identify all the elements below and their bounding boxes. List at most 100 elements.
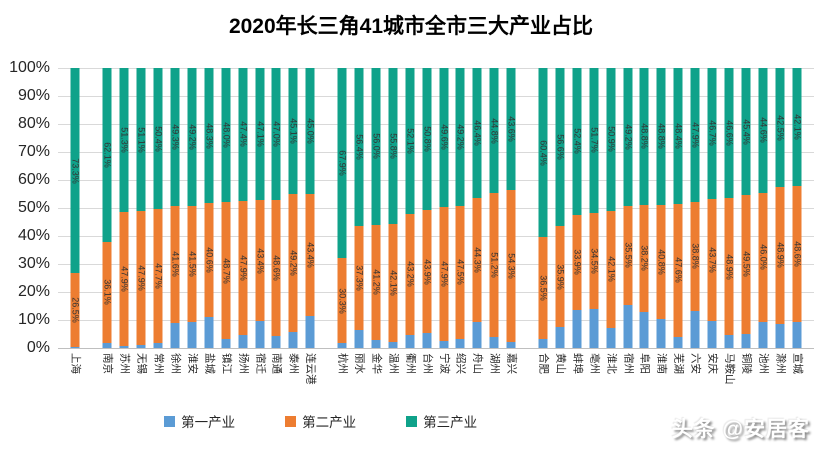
- x-axis-city-label: 芜湖: [672, 353, 685, 374]
- stacked-bar: [405, 68, 415, 348]
- bar-segment-tertiary: [439, 68, 449, 207]
- x-axis-city-label: 南通: [270, 353, 283, 374]
- bar-segment-tertiary: [371, 68, 381, 225]
- bar-segment-secondary: [187, 205, 197, 322]
- legend-label: 第一产业: [181, 415, 236, 430]
- stacked-bar: [589, 68, 599, 348]
- secondary-value-label: 47.9%: [439, 261, 450, 287]
- secondary-value-label: 47.6%: [673, 257, 684, 283]
- legend-swatch-icon: [285, 415, 297, 427]
- bar-segment-primary: [153, 342, 163, 348]
- secondary-value-label: 40.6%: [204, 247, 215, 273]
- tertiary-value-label: 49.3%: [170, 124, 181, 150]
- stacked-bar: [238, 68, 248, 348]
- x-axis-city-label: 无锡: [135, 353, 148, 374]
- bar-group: 67.9% 30.3% 杭州 56.4% 37.3% 丽水 56.0% 41.2% 金华 55.8…: [334, 68, 520, 374]
- bar-segment-tertiary: [354, 68, 364, 226]
- bar-segment-tertiary: [707, 68, 717, 199]
- bar-group: 62.1% 36.1% 南京 51.3% 47.9% 苏州 51.1% 47.9% 无锡 50.4…: [99, 68, 319, 385]
- bar-column: 46.6% 48.9% 马鞍山: [721, 68, 738, 385]
- bar-column: 56.0% 41.2% 金华: [367, 68, 384, 374]
- tertiary-value-label: 50.8%: [422, 126, 433, 152]
- tertiary-value-label: 42.5%: [775, 114, 786, 141]
- x-axis-city-label: 温州: [387, 353, 400, 374]
- tertiary-value-label: 45.0%: [305, 118, 316, 144]
- bar-segment-tertiary: [305, 68, 315, 194]
- legend-item: 第二产业: [285, 411, 356, 431]
- tertiary-value-label: 67.9%: [337, 150, 348, 176]
- bar-column: 60.4% 36.5% 合肥: [535, 68, 552, 374]
- gridline: [58, 236, 814, 237]
- bar-segment-secondary: [455, 205, 465, 339]
- x-axis-city-label: 杭州: [336, 353, 349, 374]
- legend-label: 第二产业: [302, 415, 357, 430]
- bar-segment-tertiary: [422, 68, 432, 211]
- x-axis-city-label: 徐州: [169, 353, 182, 374]
- x-axis-city-label: 扬州: [236, 353, 249, 374]
- bar-segment-secondary: [422, 210, 432, 334]
- bar-column: 51.1% 47.9% 无锡: [133, 68, 150, 374]
- tertiary-value-label: 45.4%: [741, 118, 752, 145]
- bar-segment-primary: [555, 326, 565, 348]
- secondary-value-label: 43.4%: [255, 247, 266, 274]
- tertiary-value-label: 48.8%: [656, 123, 667, 150]
- tertiary-value-label: 50.4%: [153, 125, 164, 152]
- secondary-value-label: 47.7%: [153, 263, 164, 289]
- gridline: [58, 348, 814, 349]
- bar-segment-tertiary: [102, 68, 112, 242]
- x-axis-city-label: 宁波: [437, 353, 450, 374]
- stacked-bar: [724, 68, 734, 348]
- secondary-value-label: 48.9%: [775, 242, 786, 269]
- bar-segment-tertiary: [555, 68, 565, 227]
- gridline: [58, 68, 814, 69]
- stacked-bar: [656, 68, 666, 348]
- tertiary-value-label: 62.1%: [102, 142, 113, 168]
- x-axis-city-label: 台州: [420, 353, 433, 374]
- gridline: [58, 124, 814, 125]
- y-axis-tick-label: 20%: [17, 283, 50, 300]
- bar-segment-primary: [305, 315, 315, 348]
- x-axis-city-label: 宿迁: [253, 353, 266, 374]
- bar-segment-primary: [405, 334, 415, 348]
- x-axis-city-label: 镇江: [219, 353, 232, 374]
- bar-segment-primary: [673, 336, 683, 348]
- stacked-bar: [354, 68, 364, 348]
- bar-segment-primary: [758, 321, 768, 348]
- y-axis-tick-label: 100%: [9, 59, 50, 76]
- bar-segment-primary: [606, 328, 616, 348]
- stacked-bar: [305, 68, 315, 348]
- bar-segment-tertiary: [639, 68, 649, 205]
- bar-column: 45.1% 49.2% 泰州: [285, 68, 302, 374]
- tertiary-value-label: 47.1%: [255, 121, 266, 147]
- bar-segment-secondary: [639, 204, 649, 312]
- bar-segment-tertiary: [405, 68, 415, 214]
- bar-column: 55.8% 42.1% 温州: [384, 68, 401, 374]
- stacked-bar: [136, 68, 146, 348]
- bar-segment-tertiary: [792, 68, 802, 186]
- stacked-bar: [70, 68, 80, 348]
- secondary-value-label: 34.5%: [589, 248, 600, 274]
- bar-segment-primary: [455, 338, 465, 348]
- bar-segment-primary: [506, 342, 516, 348]
- stacked-bar: [271, 68, 281, 348]
- bar-segment-tertiary: [673, 68, 683, 204]
- bar-segment-primary: [707, 321, 717, 348]
- bar-column: 49.3% 41.6% 徐州: [167, 68, 184, 374]
- bar-segment-tertiary: [758, 68, 768, 193]
- legend: 第一产业 第二产业 第三产业: [0, 411, 641, 431]
- stacked-bar: [337, 68, 347, 348]
- bar-column: 45.0% 43.4% 连云港: [302, 68, 319, 385]
- secondary-value-label: 38.8%: [690, 243, 701, 270]
- bar-segment-primary: [623, 305, 633, 348]
- x-axis-city-label: 盐城: [203, 353, 216, 374]
- bar-segment-secondary: [707, 198, 717, 322]
- bar-column: 42.5% 48.9% 滁州: [771, 68, 788, 374]
- x-axis-city-label: 阜阳: [638, 353, 651, 374]
- tertiary-value-label: 51.1%: [136, 126, 147, 153]
- bar-segment-primary: [589, 309, 599, 348]
- bar-segment-secondary: [572, 214, 582, 310]
- y-axis-tick-label: 60%: [17, 171, 50, 188]
- bar-segment-tertiary: [238, 68, 248, 201]
- bar-segment-tertiary: [572, 68, 582, 215]
- tertiary-value-label: 55.8%: [388, 133, 399, 159]
